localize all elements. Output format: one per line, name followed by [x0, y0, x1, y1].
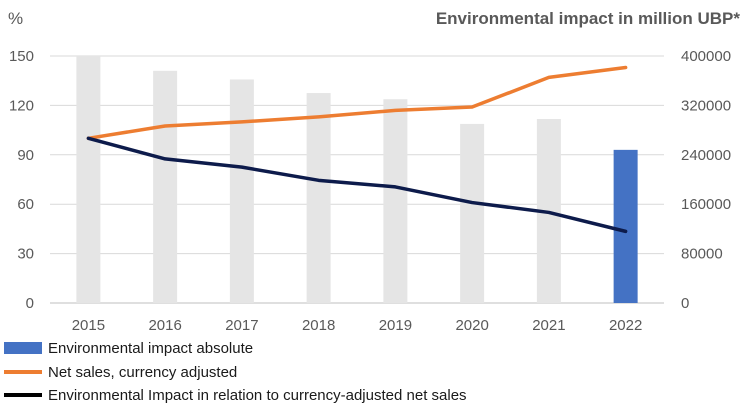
y-right-tick-label: 240000	[681, 147, 731, 164]
line-relative-impact	[86, 136, 628, 234]
y-left-axis-title: %	[8, 9, 23, 28]
bar-2016	[153, 70, 178, 303]
x-tick-label: 2018	[302, 317, 335, 334]
gridlines	[50, 55, 664, 304]
y-right-tick-label: 400000	[681, 48, 731, 65]
axes: % Environmental impact in million UBP*	[8, 9, 740, 28]
y-left-tick-label: 30	[17, 246, 34, 263]
legend-swatch-bar	[4, 342, 42, 354]
bar-2017	[229, 79, 254, 303]
x-tick-label: 2015	[72, 317, 105, 334]
legend-label-relative: Environmental Impact in relation to curr…	[48, 387, 467, 404]
y-right-tick-label: 0	[681, 295, 689, 312]
y-left-tick-label: 120	[9, 97, 34, 114]
line-net-sales	[86, 65, 628, 141]
legend: Environmental impact absolute Net sales,…	[4, 340, 467, 404]
y-left-tick-label: 90	[17, 147, 34, 164]
x-tick-label: 2021	[532, 317, 565, 334]
legend-label-net-sales: Net sales, currency adjusted	[48, 364, 237, 381]
y-left-tick-label: 150	[9, 48, 34, 65]
x-tick-label: 2020	[455, 317, 488, 334]
x-tick-label: 2019	[379, 317, 412, 334]
y-left-tick-label: 60	[17, 196, 34, 213]
x-tick-label: 2022	[609, 317, 642, 334]
bar-2022	[613, 149, 638, 303]
y-left-tick-label: 0	[26, 295, 34, 312]
bar-2019	[383, 99, 408, 303]
bar-series	[76, 56, 638, 303]
y-right-tick-label: 320000	[681, 97, 731, 114]
bar-2015	[76, 56, 101, 303]
chart-title: Environmental impact in million UBP*	[436, 9, 741, 28]
tick-labels: 0 30 60 90 120 150 0 80000 160000 240000 320000 400…	[9, 48, 731, 334]
x-tick-label: 2016	[148, 317, 181, 334]
bar-2018	[306, 93, 331, 303]
bar-2020	[460, 123, 485, 303]
line-series	[86, 65, 628, 234]
legend-label-absolute: Environmental impact absolute	[48, 340, 253, 357]
y-right-tick-label: 80000	[681, 246, 723, 263]
x-tick-label: 2017	[225, 317, 258, 334]
y-right-tick-label: 160000	[681, 196, 731, 213]
